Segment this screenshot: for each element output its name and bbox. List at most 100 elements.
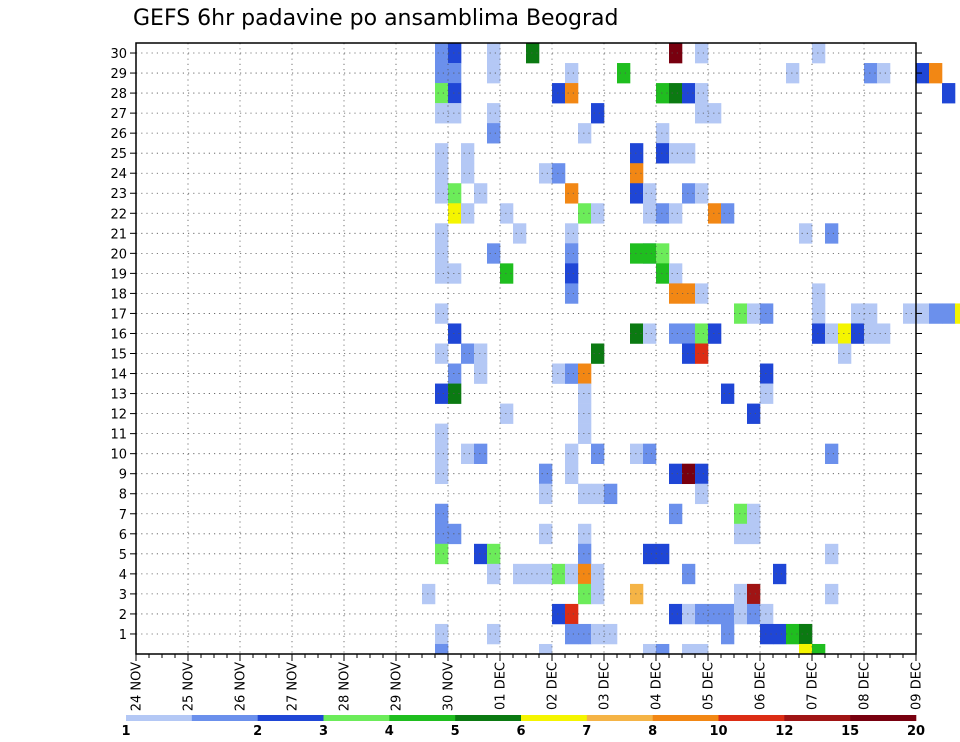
- x-tick-label: 01 DEC: [494, 662, 509, 710]
- heatmap-cell: [474, 543, 488, 565]
- colorbar-label: 1: [121, 724, 130, 739]
- y-tick-label: 5: [119, 548, 127, 563]
- y-tick-label: 23: [110, 187, 127, 202]
- colorbar-label: 7: [582, 724, 591, 739]
- heatmap-cell: [539, 563, 553, 585]
- colorbar-swatch: [652, 715, 719, 721]
- colorbar-label: 2: [253, 724, 262, 739]
- heatmap-cell: [461, 203, 475, 224]
- heatmap-cell: [643, 643, 657, 655]
- heatmap-cell: [916, 303, 930, 324]
- heatmap-cell: [565, 183, 579, 204]
- heatmap-cell: [799, 643, 813, 655]
- heatmap-cell: [656, 543, 670, 565]
- x-tick-label: 30 NOV: [442, 662, 457, 711]
- heatmap-cell: [448, 383, 462, 404]
- y-tick-label: 9: [119, 468, 127, 483]
- colorbar-label: 3: [319, 724, 328, 739]
- heatmap-cell: [825, 223, 839, 244]
- heatmap-cell: [448, 363, 462, 384]
- colorbar-swatch: [521, 715, 588, 721]
- heatmap-cell: [682, 283, 696, 304]
- heatmap-cell: [630, 163, 644, 184]
- y-tick-label: 17: [110, 307, 127, 322]
- heatmap-cell: [565, 283, 579, 304]
- colorbar-swatch: [191, 715, 258, 721]
- heatmap-cell: [487, 103, 501, 124]
- heatmap-cell: [682, 83, 696, 104]
- heatmap-cell: [578, 483, 592, 505]
- heatmap-cell: [851, 323, 865, 344]
- heatmap-cell: [695, 83, 709, 104]
- plot-grid: [136, 43, 916, 654]
- heatmap-cell: [604, 623, 618, 645]
- heatmap-cell: [630, 143, 644, 164]
- heatmap-cell: [461, 343, 475, 364]
- heatmap-cell: [474, 363, 488, 384]
- x-tick-label: 03 DEC: [598, 662, 613, 710]
- heatmap-cell: [565, 223, 579, 244]
- y-tick-label: 10: [110, 448, 127, 463]
- heatmap-cell: [669, 43, 683, 64]
- heatmap-cell: [656, 263, 670, 284]
- heatmap-cell: [526, 563, 540, 585]
- x-tick-label: 28 NOV: [338, 662, 353, 711]
- heatmap-cell: [695, 643, 709, 655]
- heatmap-cell: [448, 63, 462, 84]
- colorbar-swatch: [586, 715, 653, 721]
- heatmap-cell: [929, 303, 943, 324]
- heatmap-cell: [435, 183, 449, 204]
- heatmap-cell: [734, 583, 748, 605]
- heatmap-cell: [669, 503, 683, 525]
- colorbar-swatch: [455, 715, 522, 721]
- y-tick-label: 7: [119, 508, 127, 523]
- y-tick-label: 13: [110, 388, 127, 403]
- colorbar-label: 12: [775, 724, 793, 739]
- heatmap-cell: [656, 143, 670, 164]
- heatmap-cell: [552, 83, 566, 104]
- heatmap-cell: [760, 303, 774, 324]
- heatmap-cell: [591, 623, 605, 645]
- heatmap-cell: [812, 323, 826, 344]
- y-tick-label: 21: [110, 227, 127, 242]
- heatmap-cell: [435, 43, 449, 64]
- heatmap-cell: [695, 483, 709, 505]
- heatmap-cell: [435, 463, 449, 485]
- heatmap-cell: [955, 303, 960, 324]
- y-tick-label: 20: [110, 247, 127, 262]
- heatmap-cell: [448, 323, 462, 344]
- y-tick-label: 4: [119, 568, 127, 583]
- heatmap-cell: [578, 523, 592, 545]
- heatmap-cell: [448, 43, 462, 64]
- heatmap-cell: [435, 143, 449, 164]
- heatmap-cell: [760, 623, 774, 645]
- heatmap-cell: [708, 603, 722, 625]
- heatmap-cell: [630, 183, 644, 204]
- y-tick-label: 28: [110, 87, 127, 102]
- heatmap-cell: [773, 623, 787, 645]
- heatmap-cell: [461, 443, 475, 464]
- heatmap-cell: [721, 603, 735, 625]
- heatmap-cell: [695, 603, 709, 625]
- colorbar-legend: 1 2 3 4 5 6 7 8 10 12 15 20: [121, 715, 925, 739]
- heatmap-cell: [487, 563, 501, 585]
- heatmap-cell: [747, 503, 761, 525]
- heatmap-cell: [734, 523, 748, 545]
- heatmap-cell: [695, 43, 709, 64]
- y-tick-label: 18: [110, 287, 127, 302]
- heatmap-cell: [487, 123, 501, 144]
- y-tick-label: 27: [110, 107, 127, 122]
- heatmap-cell: [695, 463, 709, 485]
- heatmap-cell: [669, 283, 683, 304]
- heatmap-cell: [448, 183, 462, 204]
- heatmap-cell: [487, 63, 501, 84]
- x-tick-label: 27 NOV: [286, 662, 301, 711]
- heatmap-cell: [656, 83, 670, 104]
- heatmap-cell: [669, 463, 683, 485]
- heatmap-cell: [825, 323, 839, 344]
- heatmap-cell: [812, 643, 826, 655]
- heatmap-cell: [565, 63, 579, 84]
- heatmap-cell: [838, 343, 852, 364]
- heatmap-cell: [448, 203, 462, 224]
- heatmap-cell: [721, 623, 735, 645]
